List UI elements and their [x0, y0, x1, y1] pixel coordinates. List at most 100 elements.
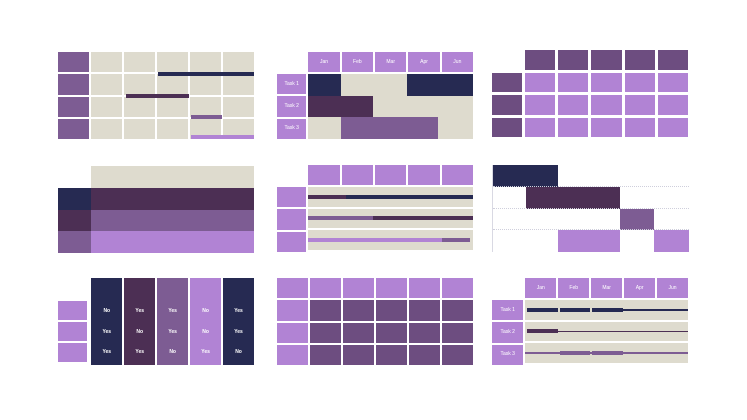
gantt-block — [341, 117, 439, 139]
thumbnail-timeline-gantt[interactable]: Jan Feb Mar Apr Jun Task 1 Task 2 Task 3 — [492, 278, 688, 365]
body-cell — [442, 344, 473, 365]
yes-no-value: Yes — [168, 328, 177, 335]
option-column: Yes Yes No — [157, 278, 189, 365]
band — [91, 187, 254, 210]
waterfall-block — [620, 208, 654, 231]
task-label-cell: Task 1 — [492, 300, 524, 321]
column-header-cell — [624, 50, 655, 70]
yes-no-value: Yes — [102, 349, 112, 356]
dotted-gridline — [493, 185, 689, 187]
column-header-cell — [591, 50, 622, 70]
thumbnail-purple-table[interactable] — [277, 278, 473, 365]
corner-cell — [58, 52, 89, 73]
body-cell — [376, 322, 407, 343]
task-label-cell: Task 3 — [277, 118, 307, 139]
body-cell — [223, 74, 254, 95]
month-header-cell: Feb — [341, 52, 374, 72]
body-cell — [310, 344, 341, 365]
body-cell — [310, 300, 341, 321]
body-cell — [190, 74, 221, 95]
waterfall-block — [526, 186, 621, 209]
band — [91, 231, 254, 253]
timeline-segment — [559, 307, 591, 312]
column-header-cell — [442, 278, 473, 299]
row-header-column: Task 1 Task 2 Task 3 — [492, 300, 524, 365]
thumbnail-table-plum-header[interactable] — [492, 50, 688, 137]
body-cell — [124, 74, 155, 95]
body-cell — [376, 344, 407, 365]
gantt-block — [308, 74, 342, 96]
column-header-cell — [308, 165, 340, 185]
column-header-cell — [558, 50, 589, 70]
table-grid — [492, 50, 688, 137]
yes-no-value: No — [235, 349, 242, 356]
thumbnail-gantt-thin-bars[interactable] — [277, 165, 473, 252]
body-cell — [343, 344, 374, 365]
thumbnail-gantt-grid[interactable] — [58, 52, 254, 139]
bar-segment — [441, 238, 470, 243]
column-header-cell — [409, 278, 440, 299]
body-cell — [190, 118, 221, 139]
task-label-cell: Task 1 — [277, 74, 307, 95]
corner-cell — [492, 50, 522, 70]
body-cell — [657, 95, 688, 115]
column-header-row: Jan Feb Mar Apr Jun — [525, 278, 688, 298]
option-column: Yes Yes No — [223, 278, 254, 365]
waterfall-block — [493, 165, 558, 187]
body-cell — [223, 96, 254, 117]
thumbnail-stacked-bands[interactable] — [58, 166, 254, 253]
yes-no-value: No — [202, 328, 209, 335]
body-cell — [223, 118, 254, 139]
column-header-cell — [525, 50, 556, 70]
month-header-cell: Jun — [657, 278, 688, 298]
dotted-gridline — [493, 229, 689, 231]
body-cell — [157, 96, 188, 117]
thumbnail-gantt-blocks[interactable]: Jan Feb Mar Apr Jun Task 1 Task 2 Task 3 — [277, 52, 473, 139]
band — [91, 209, 254, 232]
gantt-bars-layer — [92, 52, 254, 139]
body-cell — [190, 96, 221, 117]
thumbnail-yes-no-matrix[interactable]: No Yes Yes Yes No Yes Yes Yes No No No Yes Yes Yes No — [58, 278, 254, 365]
gantt-bar — [190, 135, 254, 139]
row-header-cell — [58, 118, 89, 139]
body-cell — [157, 118, 188, 139]
month-header-cell: Apr — [624, 278, 656, 298]
body-cell — [376, 300, 407, 321]
month-header-cell: Mar — [375, 52, 407, 72]
body-cell — [525, 117, 556, 137]
bar-segment — [372, 216, 473, 221]
body-cell — [409, 300, 440, 321]
column-header-row: Jan Feb Mar Apr Jun — [308, 52, 473, 72]
chart-body — [308, 187, 473, 252]
body-cell — [442, 322, 473, 343]
month-header-cell: Jan — [525, 278, 557, 298]
timeline-segment — [526, 329, 558, 334]
column-header-row — [308, 165, 473, 185]
yes-no-value: Yes — [201, 349, 210, 356]
column-header-cell — [157, 52, 188, 73]
body-cell — [124, 118, 155, 139]
month-header-cell: Jun — [441, 52, 473, 72]
body-cell — [91, 74, 122, 95]
column-header-cell — [124, 52, 155, 73]
body-cell — [157, 74, 188, 95]
column-header-cell — [310, 278, 341, 299]
body-cell — [657, 117, 688, 137]
row-header-cell — [58, 96, 89, 117]
column-header-cell — [657, 50, 688, 70]
column-header-cell — [343, 278, 374, 299]
body-cell — [591, 72, 622, 92]
body-cell — [409, 322, 440, 343]
body-cell — [558, 117, 589, 137]
body-cell — [310, 322, 341, 343]
body-cell — [624, 95, 655, 115]
month-header-cell: Feb — [558, 278, 590, 298]
body-cell — [525, 95, 556, 115]
bar-segment — [346, 194, 473, 199]
gantt-bar — [158, 71, 254, 76]
thumbnail-waterfall-gantt[interactable] — [492, 165, 689, 252]
body-cell — [525, 72, 556, 92]
body-row-strip — [308, 208, 473, 229]
body-cell — [558, 95, 589, 115]
